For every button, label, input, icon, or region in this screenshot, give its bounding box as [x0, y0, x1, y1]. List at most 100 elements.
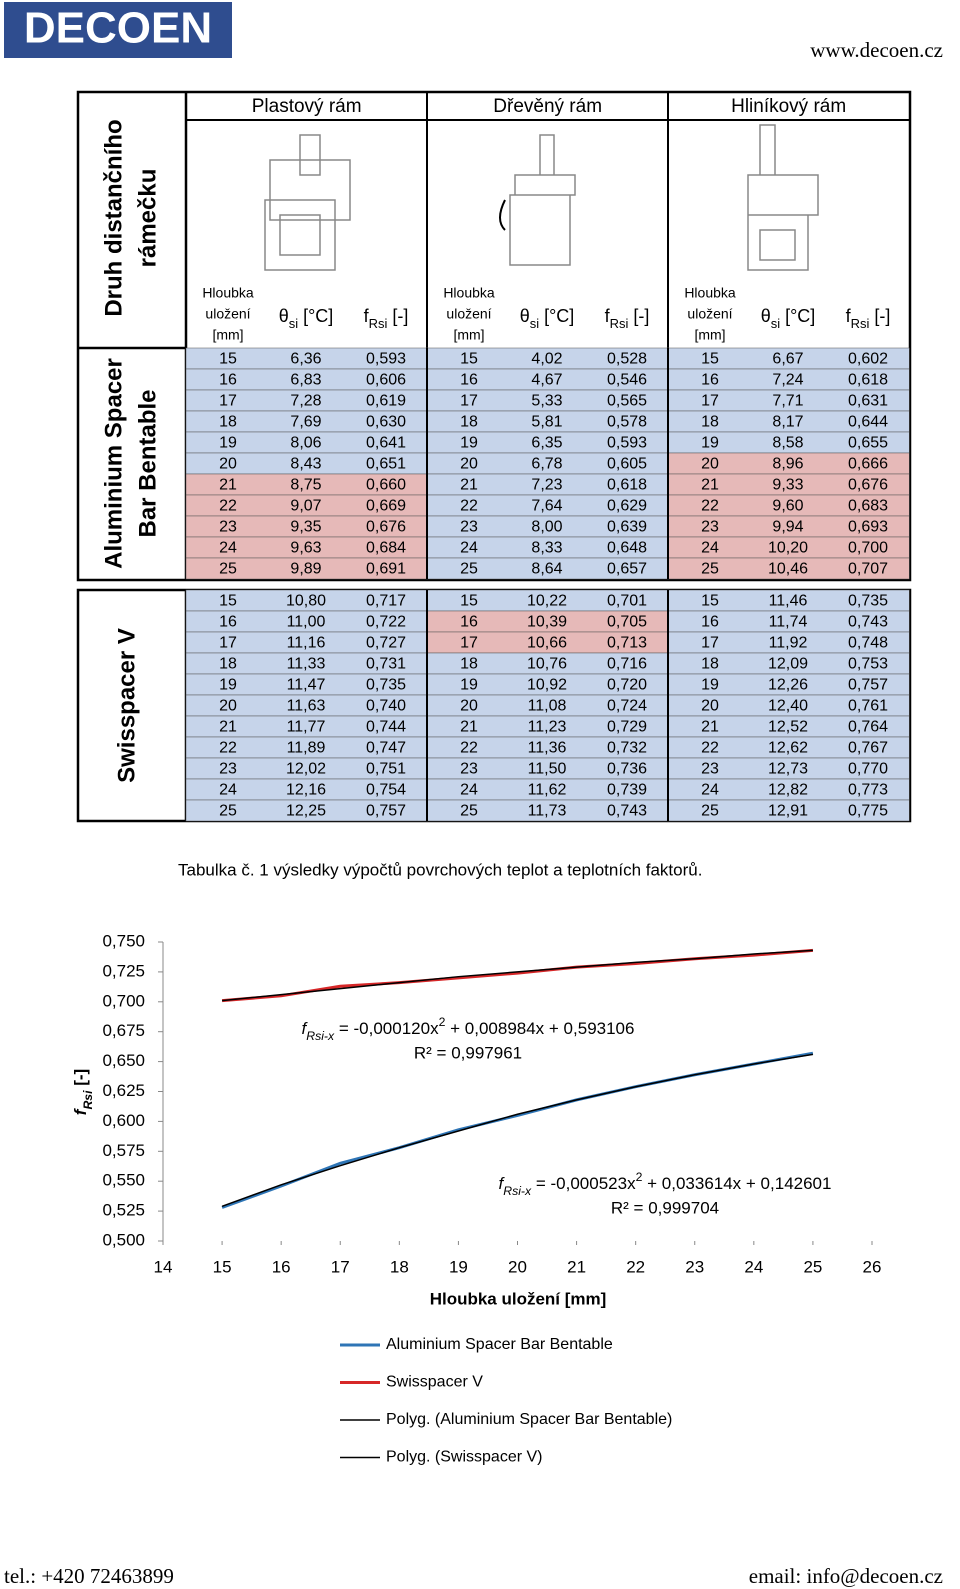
cell: 0,618: [607, 477, 647, 494]
cell: 19: [460, 435, 478, 452]
cell: 10,20: [768, 540, 808, 557]
cell: 0,727: [366, 635, 406, 652]
y-tick-label: 0,550: [102, 1171, 145, 1190]
cell: 5,33: [531, 393, 562, 410]
cell: 20: [460, 456, 478, 473]
cell: 0,578: [607, 414, 647, 431]
cell: 7,23: [531, 477, 562, 494]
cell: 0,740: [366, 698, 406, 715]
equation-part: + 0,008984x + 0,593106: [445, 1019, 634, 1038]
cell: 0,691: [366, 561, 406, 578]
cell: 0,644: [848, 414, 888, 431]
col-header-part: Rsi: [851, 316, 870, 331]
x-tick-label: 20: [508, 1257, 527, 1276]
legend-label: Aluminium Spacer Bar Bentable: [386, 1336, 613, 1353]
cell: 0,729: [607, 719, 647, 736]
cell: 15: [219, 593, 237, 610]
cell: 0,669: [366, 498, 406, 515]
cell: 12,52: [768, 719, 808, 736]
y-axis-label-part: Rsi: [81, 1090, 95, 1110]
col-header-part: si: [771, 316, 780, 331]
col-header-part: si: [530, 316, 539, 331]
cell: 6,35: [531, 435, 562, 452]
col-header: θsi [°C]: [279, 306, 334, 331]
cell: 6,83: [290, 372, 321, 389]
cell: 9,33: [772, 477, 803, 494]
cell: 9,60: [772, 498, 803, 515]
cell: 8,17: [772, 414, 803, 431]
x-tick-label: 18: [390, 1257, 409, 1276]
cell: 21: [219, 719, 237, 736]
cell: 24: [219, 540, 237, 557]
cell: 8,43: [290, 456, 321, 473]
cell: 0,655: [848, 435, 888, 452]
cell: 10,76: [527, 656, 567, 673]
cell: 24: [701, 540, 719, 557]
x-tick-label: 21: [567, 1257, 586, 1276]
col-header: θsi [°C]: [520, 306, 575, 331]
cell: 24: [219, 782, 237, 799]
y-tick-label: 0,675: [102, 1021, 145, 1040]
cell: 0,743: [607, 803, 647, 820]
col-header-part: f: [364, 306, 370, 326]
col-header-part: f: [846, 306, 852, 326]
x-tick-label: 25: [803, 1257, 822, 1276]
cell: 25: [219, 561, 237, 578]
frame-name: Dřevěný rám: [493, 96, 602, 117]
cell: 23: [219, 519, 237, 536]
cell: 25: [701, 561, 719, 578]
cell: 11,47: [287, 677, 326, 694]
y-tick-label: 0,500: [102, 1230, 145, 1249]
equation-part: Rsi-x: [503, 1184, 532, 1198]
cell: 19: [460, 677, 478, 694]
cell: 0,736: [607, 761, 647, 778]
col-header: Hloubka: [684, 285, 736, 301]
cell: 23: [701, 519, 719, 536]
cell: 0,676: [848, 477, 888, 494]
cell: 16: [701, 372, 719, 389]
cell: 0,731: [366, 656, 406, 673]
cell: 11,33: [287, 656, 326, 673]
cell: 12,73: [768, 761, 808, 778]
frame-name: Hliníkový rám: [731, 96, 846, 117]
y-tick-label: 0,725: [102, 961, 145, 980]
cell: 8,06: [290, 435, 321, 452]
cell: 17: [701, 635, 719, 652]
col-header-part: Rsi: [369, 316, 388, 331]
cell: 10,39: [527, 614, 567, 631]
y-tick-label: 0,700: [102, 991, 145, 1010]
cell: 11,46: [769, 593, 808, 610]
cell: 22: [701, 740, 719, 757]
cell: 0,732: [607, 740, 647, 757]
col-header-part: [°C]: [539, 306, 574, 326]
cell: 0,713: [607, 635, 647, 652]
x-tick-label: 24: [744, 1257, 763, 1276]
cell: 11,77: [287, 719, 326, 736]
y-axis-label: fRsi [-]: [71, 1069, 95, 1115]
cell: 0,565: [607, 393, 647, 410]
col-header-part: Rsi: [610, 316, 629, 331]
cell: 17: [460, 635, 478, 652]
cell: 4,02: [531, 351, 562, 368]
cell: 6,36: [290, 351, 321, 368]
row-header: Druh distančního: [100, 119, 127, 316]
cell: 20: [219, 456, 237, 473]
cell: 0,751: [366, 761, 406, 778]
cell: 19: [701, 435, 719, 452]
cell: 21: [219, 477, 237, 494]
col-header-part: θ: [520, 306, 530, 326]
cell: 15: [701, 593, 719, 610]
cell: 11,73: [528, 803, 567, 820]
cell: 16: [460, 614, 478, 631]
col-header-part: [-]: [628, 306, 649, 326]
cell: 12,16: [286, 782, 326, 799]
cell: 12,02: [286, 761, 326, 778]
legend-label: Polyg. (Swisspacer V): [386, 1449, 543, 1466]
cell: 11,00: [287, 614, 326, 631]
cell: 11,08: [528, 698, 567, 715]
x-tick-label: 26: [863, 1257, 882, 1276]
y-tick-label: 0,575: [102, 1141, 145, 1160]
cell: 21: [701, 477, 719, 494]
series-line: [221, 1053, 814, 1208]
series-line: [222, 949, 813, 1002]
